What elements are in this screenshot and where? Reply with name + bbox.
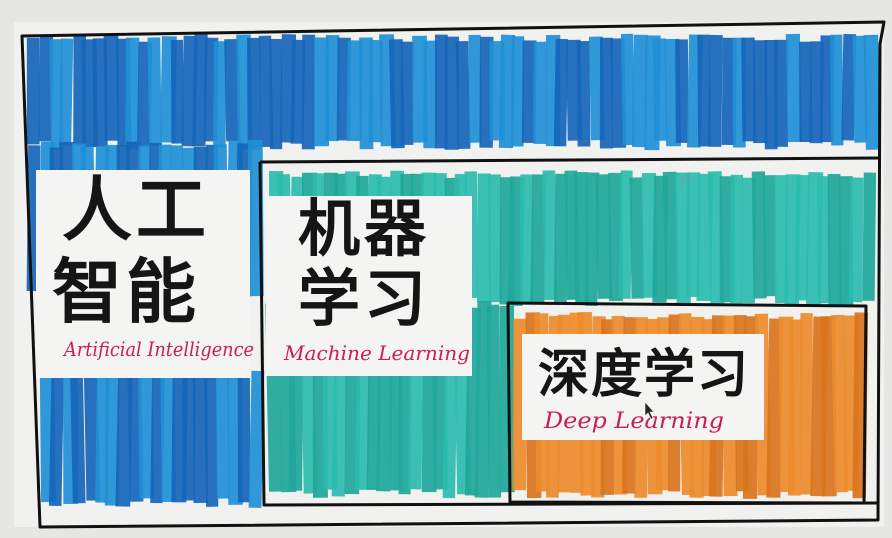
ai-stroke [533,41,547,144]
ai-outline [20,20,886,529]
ml-stroke [486,304,502,498]
ai-stroke [852,35,868,143]
ml-stroke [618,170,633,299]
ai-stroke [269,38,283,150]
ml-stroke [542,170,558,300]
ai-stroke [498,34,516,149]
dl-outline [506,301,868,505]
ai-label-patch [36,170,250,378]
ai-stroke [125,37,140,150]
ai-stroke [774,39,789,147]
ai-stroke [434,34,448,149]
ai-stroke [147,37,162,146]
ai-stroke [92,38,108,147]
ai-stroke [455,40,471,149]
ml-stroke [817,176,831,304]
ai-stroke [290,39,306,144]
ml-stroke [574,171,589,306]
ai-stroke [325,34,340,142]
ai-stroke [346,40,363,142]
ai-stroke [841,34,857,141]
dl-stroke [831,314,848,493]
ai-title-en: Artificial Intelligence [62,337,254,361]
ml-stroke [774,175,788,304]
ai-stroke [697,34,711,147]
ml-title-zh-line2: 学习 [298,262,430,335]
ml-stroke [520,174,534,303]
ai-stroke [741,37,756,142]
dl-stroke [800,313,813,495]
ai-stroke [631,34,648,148]
ai-stroke [48,373,65,506]
ai-stroke [423,40,437,149]
ml-stroke [553,173,569,304]
ai-stroke [785,33,802,143]
ai-stroke [444,36,460,150]
ai-stroke [70,374,86,504]
ai-stroke [764,40,778,150]
ai-stroke [204,374,219,507]
ai-stroke [553,38,569,147]
ai-stroke [468,34,482,143]
dl-label-patch [522,334,764,440]
ai-stroke [248,370,265,508]
ai-stroke [58,38,74,146]
ai-stroke [576,41,591,147]
ai-title-zh-line1: 人工 [62,169,210,251]
ml-title-en: Machine Learning [283,341,470,365]
ai-stroke [192,34,208,147]
ai-stroke [104,371,120,506]
ai-stroke [521,40,537,144]
ai-stroke [38,34,54,142]
ai-stroke [237,376,251,503]
ai-title-zh-line2: 智能 [52,251,200,333]
ai-stroke [247,37,262,150]
ai-stroke [26,37,40,145]
ml-stroke [629,177,645,299]
ml-label-patch [266,196,472,376]
ml-stroke [827,173,842,306]
ai-stroke [652,38,668,141]
ml-stroke [662,171,680,300]
mouse-cursor-icon [644,401,655,420]
ml-stroke [477,173,491,303]
ml-stroke [595,174,613,299]
ai-stroke [620,33,635,146]
ai-stroke [511,36,525,147]
ml-stroke [686,172,701,298]
ai-stroke [368,40,383,143]
ai-stroke [313,37,330,147]
ml-stroke [584,172,600,306]
ml-stroke [794,174,810,301]
ai-stroke [192,374,209,504]
dl-title-en: Deep Learning [543,409,724,434]
ai-stroke [599,37,613,149]
ml-title-zh-line1: 机器 [298,192,430,265]
ai-stroke [138,375,154,499]
ml-stroke [488,174,502,303]
ai-stroke [753,40,768,144]
ai-stroke [216,376,230,499]
ml-stroke [530,174,547,302]
ml-stroke [849,177,864,303]
ai-stroke [213,41,227,148]
ai-stroke [708,34,723,147]
dl-stroke [787,319,803,496]
ai-stroke [675,39,689,143]
ai-stroke [224,39,241,142]
ai-stroke [103,34,120,141]
ai-stroke [301,34,316,150]
ai-stroke [830,34,844,146]
ai-stroke [863,34,881,150]
ai-stroke [400,41,415,145]
ai-stroke [799,41,813,143]
ml-stroke [730,174,744,304]
ai-stroke [182,374,196,501]
watermark: yu [680,175,691,185]
ml-stroke [862,172,877,301]
dl-title-zh: 深度学习 [538,345,750,405]
ai-stroke [170,39,184,144]
ml-stroke [762,175,777,297]
